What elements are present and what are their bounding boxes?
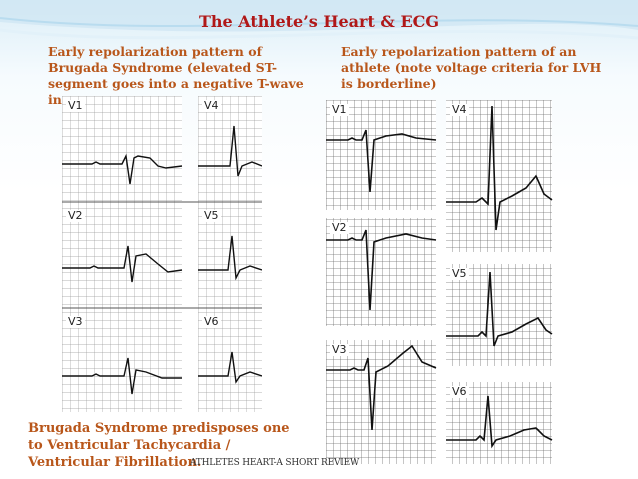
lead-label-v6: V6 [202, 315, 221, 328]
lead-label-v4: V4 [202, 99, 221, 112]
lead-label-v6: V6 [450, 385, 469, 398]
lead-label-v2: V2 [66, 209, 85, 222]
slide-footer: ATHLETES HEART-A SHORT REVIEW [190, 458, 360, 468]
lead-label-v1: V1 [66, 99, 85, 112]
lead-label-v4: V4 [450, 103, 469, 116]
athlete-ecg-panel: V1 V2 V3 V4 V5 V6 [326, 100, 554, 464]
slide-title: The Athlete’s Heart & ECG [198, 12, 440, 31]
lead-label-v3: V3 [66, 315, 85, 328]
left-caption: Early repolarization pattern of Brugada … [48, 44, 304, 107]
lead-label-v1: V1 [330, 103, 349, 116]
lead-label-v3: V3 [330, 343, 349, 356]
lead-label-v2: V2 [330, 221, 349, 234]
athlete-ecg-image [326, 100, 553, 464]
brugada-note: Brugada Syndrome predisposes one to Vent… [28, 421, 290, 470]
brugada-ecg-image [62, 96, 263, 412]
lead-label-v5: V5 [450, 267, 469, 280]
lead-label-v5: V5 [202, 209, 221, 222]
right-caption: Early repolarization pattern of an athle… [341, 44, 602, 91]
brugada-ecg-panel: V1 V2 V3 V4 V5 V6 [62, 96, 263, 412]
